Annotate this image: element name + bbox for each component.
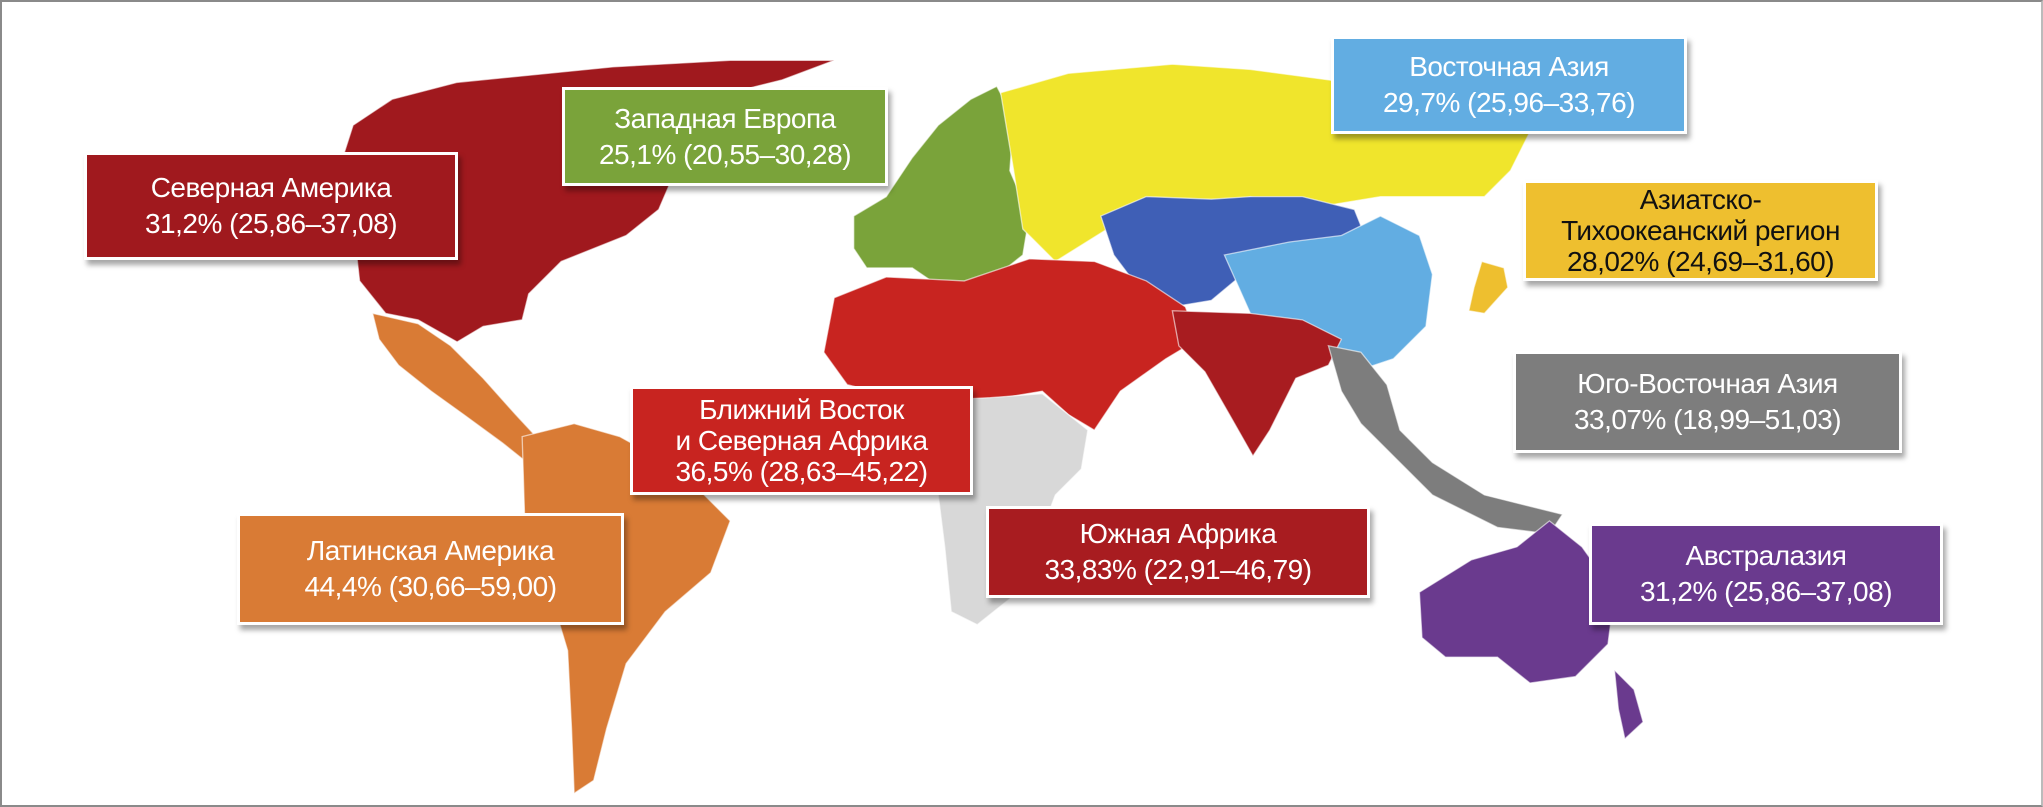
region-name: Латинская Америка bbox=[306, 535, 555, 566]
region-value: 29,7% (25,96–33,76) bbox=[1382, 87, 1636, 118]
region-value: 25,1% (20,55–30,28) bbox=[598, 138, 852, 170]
region-value: 36,5% (28,63–45,22) bbox=[675, 456, 928, 487]
label-southern-africa: Южная Африка 33,83% (22,91–46,79) bbox=[986, 506, 1370, 598]
region-name: Юго-Восточная Азия bbox=[1577, 368, 1838, 399]
region-japan bbox=[1468, 260, 1509, 315]
region-name: Южная Африка bbox=[1079, 518, 1277, 549]
region-value: 31,2% (25,86–37,08) bbox=[1639, 576, 1893, 607]
region-southeast-asia bbox=[1327, 344, 1564, 535]
region-name: Западная Европа bbox=[614, 102, 836, 134]
region-north-america bbox=[342, 59, 835, 343]
region-value: 44,4% (30,66–59,00) bbox=[304, 571, 557, 602]
region-name-line2: и Северная Африка bbox=[675, 425, 928, 456]
region-india bbox=[1171, 310, 1343, 458]
region-value: 28,02% (24,69–31,60) bbox=[1566, 246, 1835, 277]
label-southeast-asia: Юго-Восточная Азия 33,07% (18,99–51,03) bbox=[1513, 351, 1902, 453]
region-value: 33,83% (22,91–46,79) bbox=[1044, 554, 1312, 585]
label-asia-pacific: Азиатско- Тихоокеанский регион 28,02% (2… bbox=[1523, 180, 1878, 281]
region-name-line1: Ближний Восток bbox=[699, 394, 904, 425]
label-australasia: Австралазия 31,2% (25,86–37,08) bbox=[1589, 523, 1943, 625]
region-name: Австралазия bbox=[1685, 540, 1847, 571]
label-latin-america: Латинская Америка 44,4% (30,66–59,00) bbox=[237, 513, 624, 625]
region-name-line1: Азиатско- bbox=[1639, 184, 1762, 215]
label-western-europe: Западная Европа 25,1% (20,55–30,28) bbox=[562, 87, 888, 186]
region-value: 33,07% (18,99–51,03) bbox=[1573, 404, 1842, 435]
region-australia bbox=[1418, 520, 1616, 684]
region-new-zealand bbox=[1613, 668, 1644, 741]
label-north-america: Северная Америка 31,2% (25,86–37,08) bbox=[84, 152, 458, 260]
region-value: 31,2% (25,86–37,08) bbox=[144, 208, 398, 239]
label-mena: Ближний Восток и Северная Африка 36,5% (… bbox=[630, 386, 973, 495]
region-name: Северная Америка bbox=[150, 172, 392, 203]
label-east-asia: Восточная Азия 29,7% (25,96–33,76) bbox=[1331, 36, 1687, 134]
region-name-line2: Тихоокеанский регион bbox=[1561, 215, 1840, 246]
region-name: Восточная Азия bbox=[1409, 51, 1609, 82]
